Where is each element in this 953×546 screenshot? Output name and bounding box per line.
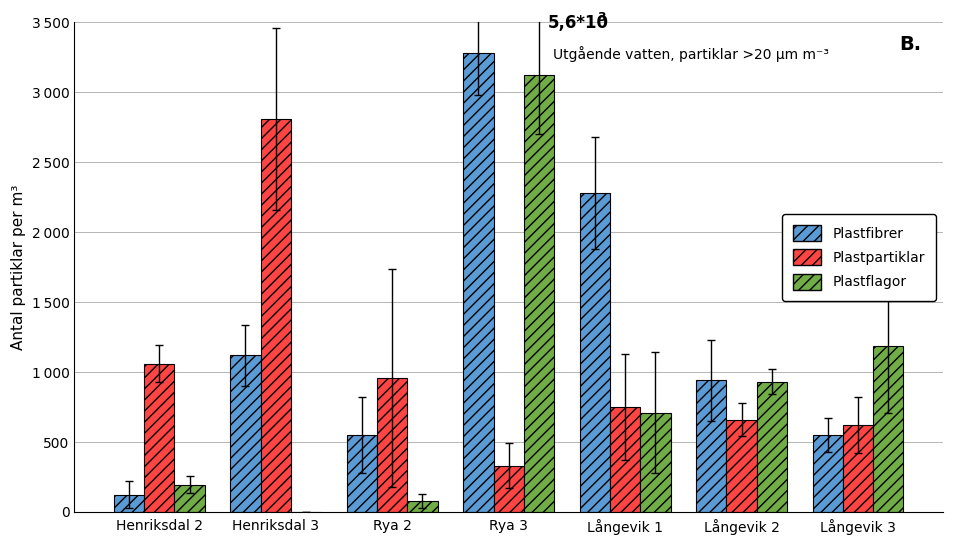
Bar bbox=[144, 364, 174, 512]
Bar bbox=[579, 193, 609, 512]
Text: 3: 3 bbox=[597, 11, 605, 25]
Bar bbox=[756, 382, 786, 512]
Bar bbox=[376, 378, 407, 512]
Text: B.: B. bbox=[898, 34, 921, 54]
Bar bbox=[696, 381, 725, 512]
Bar bbox=[230, 355, 260, 512]
Bar bbox=[347, 435, 376, 512]
Bar bbox=[609, 407, 639, 512]
Bar bbox=[812, 435, 841, 512]
Bar bbox=[463, 53, 493, 512]
Text: Utgående vatten, partiklar >20 μm m⁻³: Utgående vatten, partiklar >20 μm m⁻³ bbox=[553, 46, 828, 62]
Bar bbox=[260, 119, 291, 512]
Bar bbox=[872, 346, 902, 512]
Bar bbox=[493, 466, 523, 512]
Bar bbox=[639, 413, 670, 512]
Legend: Plastfibrer, Plastpartiklar, Plastflagor: Plastfibrer, Plastpartiklar, Plastflagor bbox=[781, 214, 935, 301]
Bar bbox=[841, 425, 872, 512]
Text: 5,6*10: 5,6*10 bbox=[548, 14, 609, 32]
Bar bbox=[174, 485, 205, 512]
Y-axis label: Antal partiklar per m³: Antal partiklar per m³ bbox=[11, 185, 26, 350]
Bar bbox=[523, 75, 554, 512]
Bar bbox=[725, 420, 756, 512]
Bar bbox=[113, 495, 144, 512]
Bar bbox=[407, 501, 437, 512]
